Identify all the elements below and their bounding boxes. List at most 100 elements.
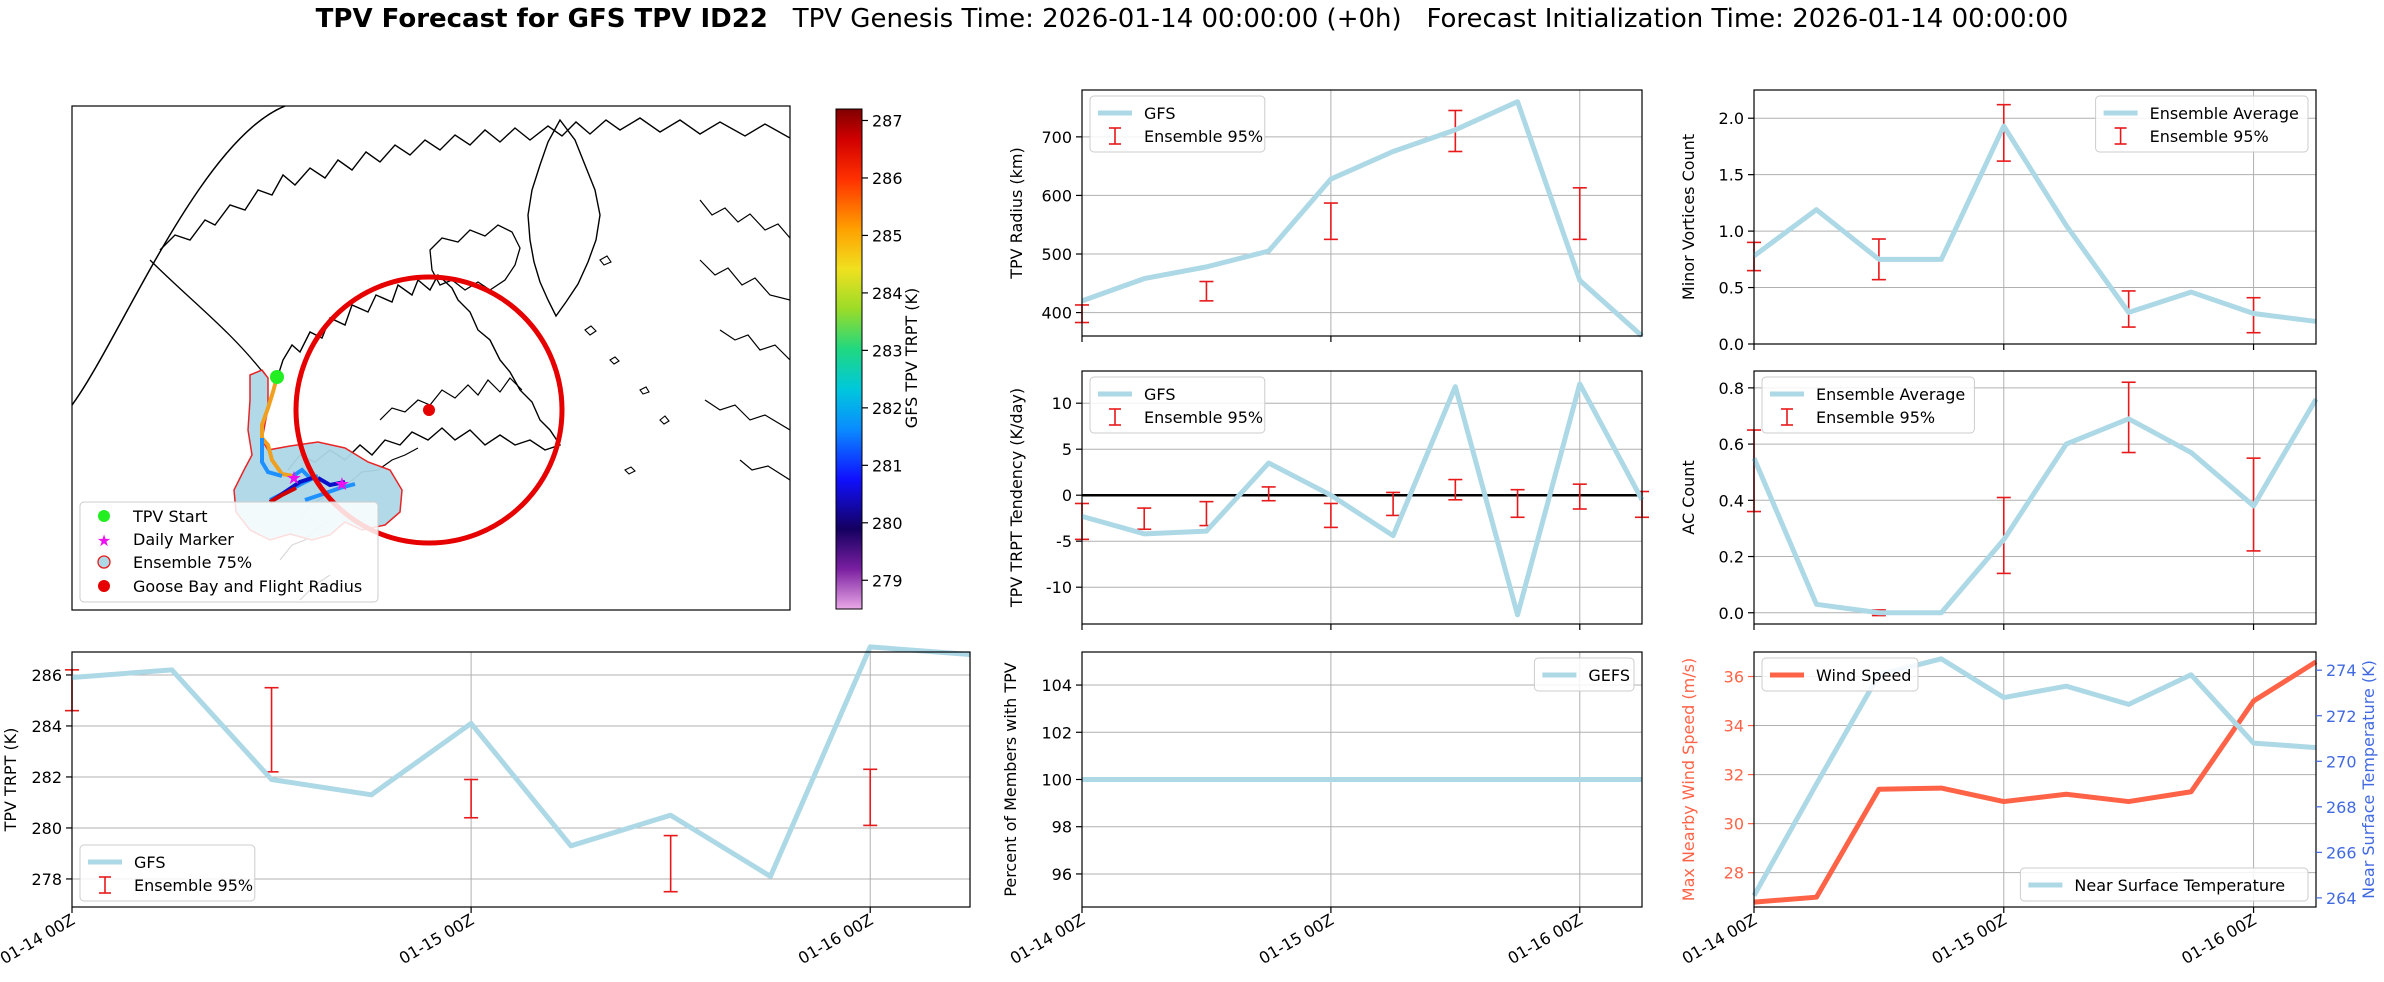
y-tick-label: 32 <box>1724 766 1744 785</box>
y-tick-label: 0 <box>1062 486 1072 505</box>
error-bar <box>264 686 279 773</box>
colorbar-tick-label: 283 <box>872 341 903 360</box>
series-line-wind-speed <box>1753 659 2318 905</box>
tpv-track-hot <box>268 486 297 504</box>
y-tick-label: 98 <box>1052 818 1072 837</box>
y-tick-label: 1.0 <box>1719 222 1744 241</box>
chart-trpt: 278 280 282 284 286 01-14 00Z 01-15 00Z 01-16 0… <box>0 644 971 968</box>
colorbar-tick-label: 287 <box>872 111 903 130</box>
error-bar <box>1386 491 1401 517</box>
y-tick-label: -10 <box>1046 578 1072 597</box>
plot-frame <box>71 651 971 908</box>
colorbar-label: GFS TPV TRPT (K) <box>902 288 921 428</box>
map-coastline-greenland <box>527 118 601 318</box>
legend-label: GFS <box>1144 104 1175 123</box>
error-bar <box>1448 478 1463 501</box>
genesis-time: TPV Genesis Time: 2026-01-14 00:00:00 (+… <box>792 4 1402 34</box>
legend-daily-marker: Daily Marker <box>133 530 234 549</box>
map-panel: ★ ★ TPV Start ★ Daily Marker Ensemble 75… <box>71 105 921 611</box>
y-tick-label: 284 <box>31 717 62 736</box>
chart-minor: 0.0 0.5 1.0 1.5 2.0 Minor Vortices Count Ensem… <box>1679 89 2317 354</box>
error-bar <box>1996 103 2011 162</box>
colorbar-gradient <box>835 108 863 610</box>
y-axis-label: TPV Radius (km) <box>1007 147 1026 280</box>
colorbar-tick-label: 281 <box>872 456 903 475</box>
y-tick-label: 282 <box>31 768 62 787</box>
y-tick-label: 36 <box>1724 668 1744 687</box>
y-axis-label: TPV TRPT (K) <box>1 728 20 833</box>
y-tick-label: 0.4 <box>1719 491 1744 510</box>
colorbar-tick-label: 282 <box>872 399 903 418</box>
y-tick-label: 28 <box>1724 864 1744 883</box>
colorbar-ticks: 279 280 281 282 283 284 285 286 287 <box>862 111 903 590</box>
daily-marker-1: ★ <box>286 468 302 489</box>
y-tick-label: 104 <box>1041 676 1072 695</box>
legend-ensemble: Ensemble 75% <box>133 553 252 572</box>
legend: GFS Ensemble 95% <box>79 844 256 902</box>
y-tick-label: 30 <box>1724 815 1744 834</box>
legend-frame <box>1089 95 1266 153</box>
y-tick-label: 0.0 <box>1719 604 1744 623</box>
map-coastline-baffin <box>429 224 521 291</box>
legend-frame <box>1761 657 1919 692</box>
y-axis-label: Percent of Members with TPV <box>1001 662 1020 896</box>
colorbar-tick-label: 280 <box>872 514 903 533</box>
legend: GFS Ensemble 95% <box>1089 95 1266 153</box>
map-coastline-labrador <box>379 377 523 421</box>
y2-tick-label: 264 <box>2326 889 2357 908</box>
legend-label: Ensemble 95% <box>134 876 253 895</box>
chart-wind: 28 30 32 34 36 01-14 00Z 01-15 00Z 01-16 00Z Max… <box>1679 651 2378 968</box>
legend: Ensemble Average Ensemble 95% <box>1761 376 1975 434</box>
y-tick-label: 600 <box>1041 186 1072 205</box>
legend-label: Ensemble 95% <box>1816 408 1935 427</box>
legend-frame <box>1533 657 1635 692</box>
error-bar <box>1199 500 1214 527</box>
legend-frame <box>2019 867 2309 902</box>
y2-axis-label: Near Surface Temperature (K) <box>2359 660 2378 899</box>
plot-frame <box>1753 651 2317 908</box>
error-bar <box>1510 488 1525 519</box>
y-axis-label: Max Nearby Wind Speed (m/s) <box>1679 658 1698 901</box>
legend-label: Near Surface Temperature <box>2074 876 2285 895</box>
colorbar-tick-label: 284 <box>872 284 903 303</box>
legend: Ensemble Average Ensemble 95% <box>2095 95 2309 153</box>
error-bar <box>1199 280 1214 302</box>
legend-label: Ensemble 95% <box>2150 127 2269 146</box>
series-line-near-surface-temperature <box>1751 656 2317 897</box>
y-tick-label: 286 <box>31 666 62 685</box>
legend-label: Wind Speed <box>1816 666 1911 685</box>
map-small-islands <box>584 255 670 475</box>
legend: Wind Speed <box>1761 657 1919 692</box>
y-tick-label: 278 <box>31 870 62 889</box>
legend-label: Ensemble Average <box>2150 104 2299 123</box>
legend: GFS Ensemble 95% <box>1089 376 1266 434</box>
error-bar <box>1572 187 1587 241</box>
tpv-start-point <box>270 370 284 384</box>
x-tick-label: 01-16 00Z <box>2178 910 2259 968</box>
series-line-gfs <box>1081 381 1645 618</box>
y-axis-label: TPV TRPT Tendency (K/day) <box>1007 388 1026 608</box>
y-tick-label: 700 <box>1041 128 1072 147</box>
error-bar <box>1323 202 1338 241</box>
chart-percent: 96 98 100 102 104 01-14 00Z 01-15 00Z 01-16 00Z… <box>1001 651 1643 968</box>
goose-bay-radius <box>293 274 565 546</box>
legend-label: GFS <box>1144 385 1175 404</box>
y-tick-label: 0.8 <box>1719 379 1744 398</box>
legend-frame <box>1761 376 1975 434</box>
error-bar <box>1137 507 1152 531</box>
legend-tpv-start-icon <box>98 510 110 522</box>
map-legend: TPV Start ★ Daily Marker Ensemble 75% Go… <box>79 501 379 603</box>
legend-ensemble-icon <box>97 555 111 569</box>
legend-label: Ensemble 95% <box>1144 127 1263 146</box>
y-tick-label: 102 <box>1041 723 1072 742</box>
series-line-gfs <box>1081 99 1644 338</box>
y2-tick-label: 268 <box>2326 798 2357 817</box>
y-axis-label: Minor Vortices Count <box>1679 134 1698 300</box>
y-tick-label: 10 <box>1052 394 1072 413</box>
legend-label: GFS <box>134 853 165 872</box>
chart-tendency: -10 -5 0 5 10 TPV TRPT Tendency (K/day) GFS Ens… <box>1007 370 1649 630</box>
y-tick-label: 96 <box>1052 865 1072 884</box>
legend-frame <box>1089 376 1266 434</box>
